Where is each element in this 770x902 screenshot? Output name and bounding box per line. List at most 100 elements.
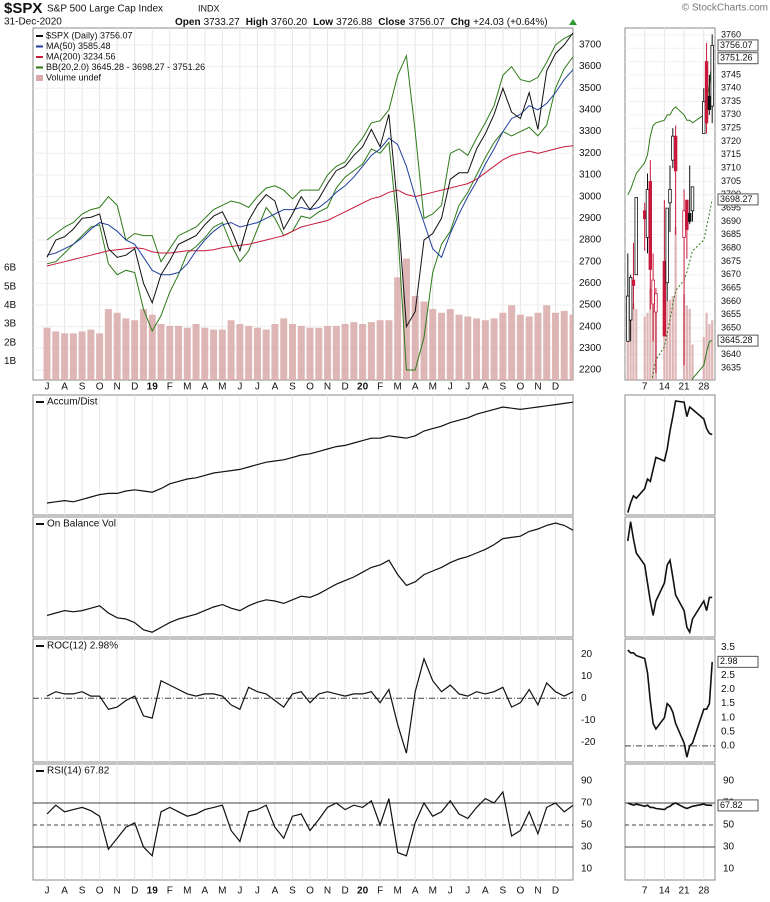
y-tick-label: 2800 <box>579 235 602 246</box>
x-tick-label: 21 <box>679 886 691 897</box>
x-tick-label: J <box>45 382 50 393</box>
x-tick-label: J <box>45 886 50 897</box>
value-label: 3698.27 <box>720 194 753 204</box>
y-tick-label: 3705 <box>721 176 741 186</box>
volume-bar <box>420 301 428 380</box>
series-line <box>627 649 713 758</box>
volume-bar <box>702 337 705 380</box>
volume-bar <box>96 333 104 380</box>
x-tick-label: A <box>482 886 489 897</box>
series-line <box>46 33 573 263</box>
x-tick-label: S <box>79 886 86 897</box>
y-tick-label: 1.5 <box>721 698 735 709</box>
value-box <box>717 799 759 812</box>
volume-bar <box>166 325 174 380</box>
y-tick-label: 0 <box>581 693 587 704</box>
y-tick-label: -20 <box>581 737 596 748</box>
candle-body <box>702 101 706 134</box>
candle-body <box>662 261 667 337</box>
date: 31-Dec-2020 <box>4 17 62 28</box>
volume-bar <box>297 325 305 380</box>
panel-frame <box>624 638 716 763</box>
x-tick-label: A <box>412 886 419 897</box>
volume-bar <box>253 327 261 380</box>
panel-title: ROC(12) 2.98% <box>47 641 118 652</box>
x-tick-label: 14 <box>659 382 671 393</box>
series-line <box>46 56 573 371</box>
volume-bar <box>499 312 507 380</box>
y-tick-label: 3675 <box>721 256 741 266</box>
y-tick-label: 3.5 <box>721 642 735 653</box>
volume-bar <box>315 327 323 380</box>
x-tick-label: D <box>552 382 559 393</box>
x-tick-label: M <box>218 382 226 393</box>
volume-bar <box>629 305 632 380</box>
y-tick-label: 3300 <box>579 126 602 137</box>
x-tick-label: J <box>237 382 242 393</box>
x-tick-label: A <box>412 382 419 393</box>
volume-bar <box>210 329 218 380</box>
quote-label: High <box>246 17 268 28</box>
x-tick-label: J <box>255 382 260 393</box>
y-tick-label: 10 <box>723 864 735 875</box>
y-tick-label: 50 <box>581 820 593 831</box>
volume-bar <box>61 333 69 380</box>
candle-body <box>710 45 714 107</box>
y-tick-label: 70 <box>581 798 593 809</box>
series-line <box>46 145 573 267</box>
y-tick-label: 2.5 <box>721 670 735 681</box>
y-tick-label: 0.0 <box>721 741 735 752</box>
volume-bar <box>464 316 472 380</box>
candle-body <box>671 135 675 161</box>
volume-bar <box>288 323 296 380</box>
y-tick-label: 2300 <box>579 343 602 354</box>
volume-bar <box>473 318 481 380</box>
volume-bar <box>646 312 649 380</box>
x-tick-label: A <box>272 382 279 393</box>
value-box <box>717 39 759 52</box>
series-line <box>627 58 713 196</box>
y-tick-label: 3700 <box>579 40 602 51</box>
volume-bar <box>525 316 533 380</box>
volume-bar <box>394 277 402 380</box>
volume-bar <box>148 314 156 380</box>
y-tick-label: 3665 <box>721 282 741 292</box>
candle-body <box>642 210 647 220</box>
candle-body <box>707 95 712 110</box>
series-line <box>46 790 573 858</box>
candle-body <box>704 61 709 124</box>
y-tick-label: 3200 <box>579 148 602 159</box>
x-tick-label: O <box>96 886 104 897</box>
x-tick-label: S <box>289 886 296 897</box>
y-tick-label: 3500 <box>579 83 602 94</box>
volume-bar <box>551 312 559 380</box>
x-tick-label: M <box>429 886 437 897</box>
y-tick-label: 3600 <box>579 61 602 72</box>
quote: Open 3733.27 High 3760.20 Low 3726.88 Close 375… <box>175 17 548 28</box>
y-tick-label: 2600 <box>579 278 602 289</box>
y-tick-label: 20 <box>581 649 593 660</box>
x-tick-label: 14 <box>659 886 671 897</box>
quote-label: Low <box>313 17 333 28</box>
x-tick-label: D <box>131 382 138 393</box>
candle-body <box>682 210 686 238</box>
candle-body <box>628 277 633 321</box>
y-tick-label: 2900 <box>579 213 602 224</box>
y-tick-label: -10 <box>581 715 596 726</box>
y-tick-label: 3730 <box>721 109 741 119</box>
volume-bar <box>262 329 270 380</box>
panel-title: Accum/Dist <box>47 397 98 408</box>
x-tick-label: J <box>465 886 470 897</box>
x-tick-label: J <box>448 886 453 897</box>
y-tick-label: 2500 <box>579 300 602 311</box>
volume-bar <box>671 295 674 380</box>
quote-value: +24.03 (+0.64%) <box>473 17 548 28</box>
value-box <box>717 334 759 347</box>
x-tick-label: M <box>394 886 402 897</box>
y-tick-label: 50 <box>723 820 735 831</box>
panel-frame <box>32 763 574 881</box>
legend-swatch <box>36 66 43 69</box>
legend-label: MA(200) 3234.56 <box>46 51 116 61</box>
volume-bar <box>569 314 573 380</box>
candle-body <box>631 279 636 286</box>
